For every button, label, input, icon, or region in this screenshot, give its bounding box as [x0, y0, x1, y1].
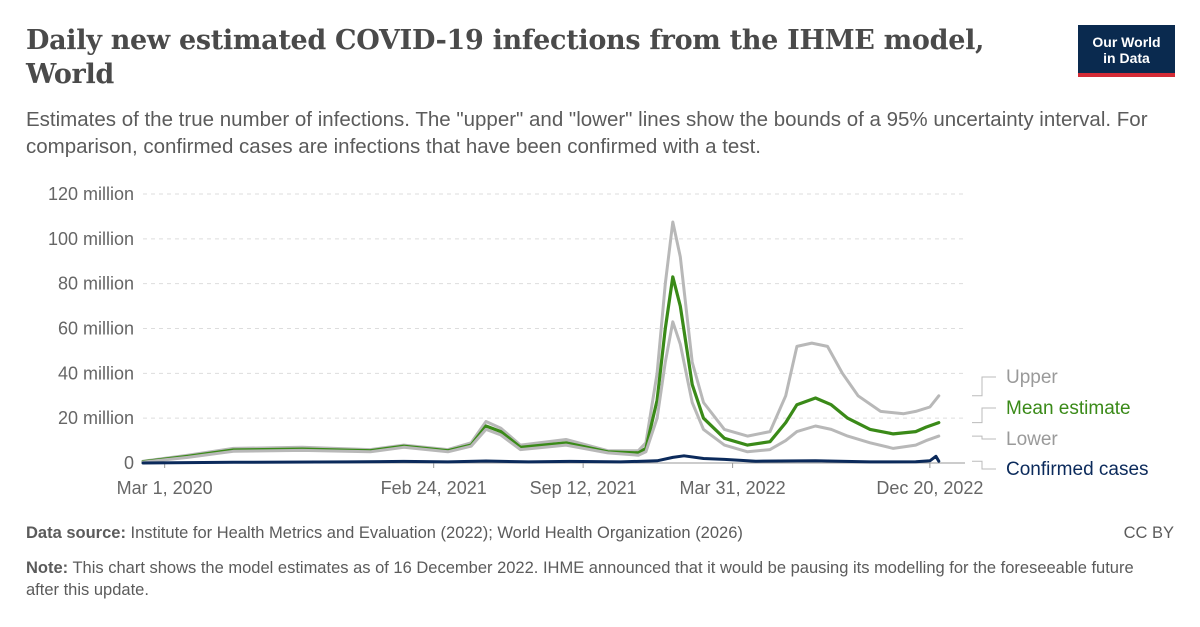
line-chart: 0 20 million 40 million 60 million 80 millio…: [48, 184, 1149, 498]
y-tick-label: 120 million: [48, 184, 134, 204]
chart-subtitle: Estimates of the true number of infectio…: [26, 108, 1148, 158]
x-tick-label: Mar 31, 2022: [680, 478, 786, 498]
x-tick-label: Sep 12, 2021: [530, 478, 637, 498]
x-tick-label: Dec 20, 2022: [876, 478, 983, 498]
license-link[interactable]: CC BY: [1123, 524, 1174, 542]
legend-label-confirmed[interactable]: Confirmed cases: [1006, 459, 1149, 480]
y-axis-labels: 0 20 million 40 million 60 million 80 millio…: [48, 184, 134, 473]
legend-label-mean[interactable]: Mean estimate: [1006, 398, 1131, 419]
legend: Upper Mean estimate Lower Confirmed cases: [972, 367, 1149, 480]
note-label: Note:: [26, 559, 69, 577]
data-source: Data source: Institute for Health Metric…: [26, 522, 1086, 544]
series-lines: [141, 220, 941, 465]
y-tick-label: 80 million: [58, 274, 134, 294]
x-axis: Mar 1, 2020 Feb 24, 2021 Sep 12, 2021 Mar 3…: [117, 462, 983, 498]
note-text: This chart shows the model estimates as …: [26, 559, 1134, 599]
series-line-lower[interactable]: [141, 320, 941, 464]
logo-line-1: Our World: [1092, 34, 1161, 50]
y-tick-label: 60 million: [58, 319, 134, 339]
legend-connector: [972, 435, 996, 440]
legend-label-lower[interactable]: Lower: [1006, 429, 1058, 450]
owid-logo[interactable]: Our World in Data: [1078, 25, 1175, 77]
legend-connector: [972, 407, 996, 424]
legend-connector: [972, 460, 996, 470]
data-source-text: Institute for Health Metrics and Evaluat…: [130, 524, 743, 542]
chart-title: Daily new estimated COVID-19 infections …: [26, 25, 985, 90]
x-tick-label: Feb 24, 2021: [381, 478, 487, 498]
logo-line-2: in Data: [1103, 50, 1150, 66]
chart-note: Note: This chart shows the model estimat…: [26, 557, 1156, 601]
grid-lines: [143, 193, 965, 464]
y-tick-label: 0: [124, 453, 134, 473]
y-tick-label: 100 million: [48, 229, 134, 249]
data-source-label: Data source:: [26, 524, 126, 542]
legend-connector: [972, 376, 996, 397]
y-tick-label: 20 million: [58, 408, 134, 428]
series-line-mean[interactable]: [141, 275, 941, 464]
y-tick-label: 40 million: [58, 363, 134, 383]
series-line-confirmed[interactable]: [141, 454, 941, 465]
legend-label-upper[interactable]: Upper: [1006, 367, 1058, 388]
x-tick-label: Mar 1, 2020: [117, 478, 213, 498]
